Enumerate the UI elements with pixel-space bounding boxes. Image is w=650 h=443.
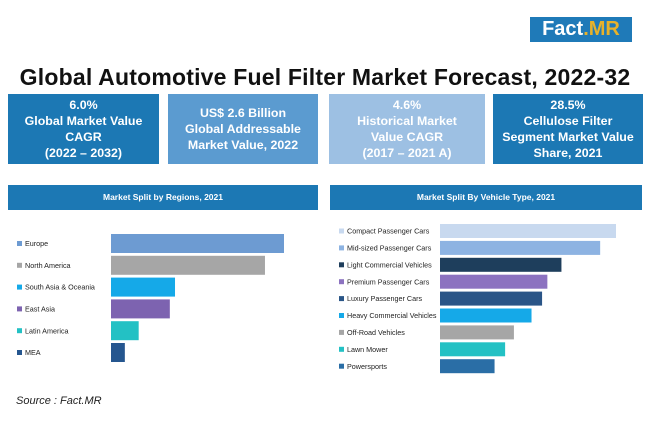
vehicle-bar — [440, 359, 495, 374]
kpi-text-1: 6.0% Global Market Value CAGR (2022 – 20… — [24, 98, 143, 160]
kpi-card-3: 4.6% Historical Market Value CAGR (2017 … — [329, 94, 485, 164]
vehicle-bar — [440, 257, 562, 272]
regions-bar — [111, 299, 170, 319]
kpi-text-4: 28.5% Cellulose Filter Segment Market Va… — [502, 98, 634, 160]
vehicle-legend-swatch — [339, 363, 344, 369]
vehicle-category-label: Premium Passenger Cars — [347, 277, 430, 286]
regions-legend-swatch — [17, 284, 22, 290]
regions-legend-swatch — [17, 262, 22, 268]
vehicle-legend-swatch — [339, 262, 344, 268]
regions-bar — [111, 277, 176, 297]
regions-bar — [111, 343, 125, 362]
vehicle-legend-swatch — [339, 313, 344, 318]
vehicle-category-label: Powersports — [347, 362, 387, 371]
vehicle-legend-swatch — [339, 245, 344, 251]
brand-logo: Fact.MR — [530, 17, 632, 42]
vehicle-category-label: Compact Passenger Cars — [347, 227, 430, 236]
kpi-card-2: US$ 2.6 Billion Global Addressable Marke… — [168, 94, 318, 164]
vehicle-category-label: Lawn Mower — [347, 345, 388, 354]
regions-bar — [111, 255, 265, 275]
regions-bar — [111, 234, 284, 253]
kpi-text-2: US$ 2.6 Billion Global Addressable Marke… — [185, 106, 301, 152]
regions-category-label: Latin America — [25, 326, 69, 335]
vehicle-legend-swatch — [339, 279, 344, 285]
regions-legend-swatch — [17, 350, 22, 355]
kpi-card-4: 28.5% Cellulose Filter Segment Market Va… — [493, 94, 643, 164]
kpi-text-3: 4.6% Historical Market Value CAGR (2017 … — [357, 98, 457, 160]
regions-category-label: East Asia — [25, 305, 55, 314]
vehicle-bar — [440, 308, 532, 323]
brand-suffix: .MR — [583, 18, 620, 40]
vehicle-category-label: Luxury Passenger Cars — [347, 294, 423, 303]
vehicle-bar — [440, 342, 506, 357]
vehicle-category-label: Heavy Commercial Vehicles — [347, 311, 437, 320]
vehicle-chart-title: Market Split By Vehicle Type, 2021 — [330, 185, 642, 210]
vehicle-bar — [440, 291, 543, 306]
regions-chart-title: Market Split by Regions, 2021 — [8, 185, 318, 210]
regions-category-label: Europe — [25, 239, 48, 248]
source-note: Source : Fact.MR — [16, 395, 102, 407]
regions-category-label: MEA — [25, 348, 41, 357]
regions-legend-swatch — [17, 306, 22, 312]
vehicle-bar — [440, 224, 616, 238]
page-title: Global Automotive Fuel Filter Market For… — [19, 64, 631, 90]
vehicle-legend-swatch — [339, 329, 344, 335]
vehicle-category-label: Light Commercial Vehicles — [347, 260, 432, 269]
regions-category-label: South Asia & Oceania — [25, 283, 95, 292]
regions-legend-swatch — [17, 241, 22, 246]
vehicle-legend-swatch — [339, 296, 344, 302]
regions-bar — [111, 321, 139, 341]
regions-legend-swatch — [17, 328, 22, 334]
vehicle-bar — [440, 274, 548, 289]
vehicle-legend-swatch — [339, 228, 344, 234]
vehicle-bar — [440, 325, 514, 340]
kpi-card-1: 6.0% Global Market Value CAGR (2022 – 20… — [8, 94, 159, 164]
vehicle-legend-swatch — [339, 346, 344, 352]
vehicle-bar — [440, 240, 601, 255]
regions-category-label: North America — [25, 261, 71, 270]
vehicle-category-label: Mid-sized Passenger Cars — [347, 244, 432, 253]
vehicle-category-label: Off-Road Vehicles — [347, 328, 405, 337]
brand-name: Fact — [542, 18, 584, 40]
